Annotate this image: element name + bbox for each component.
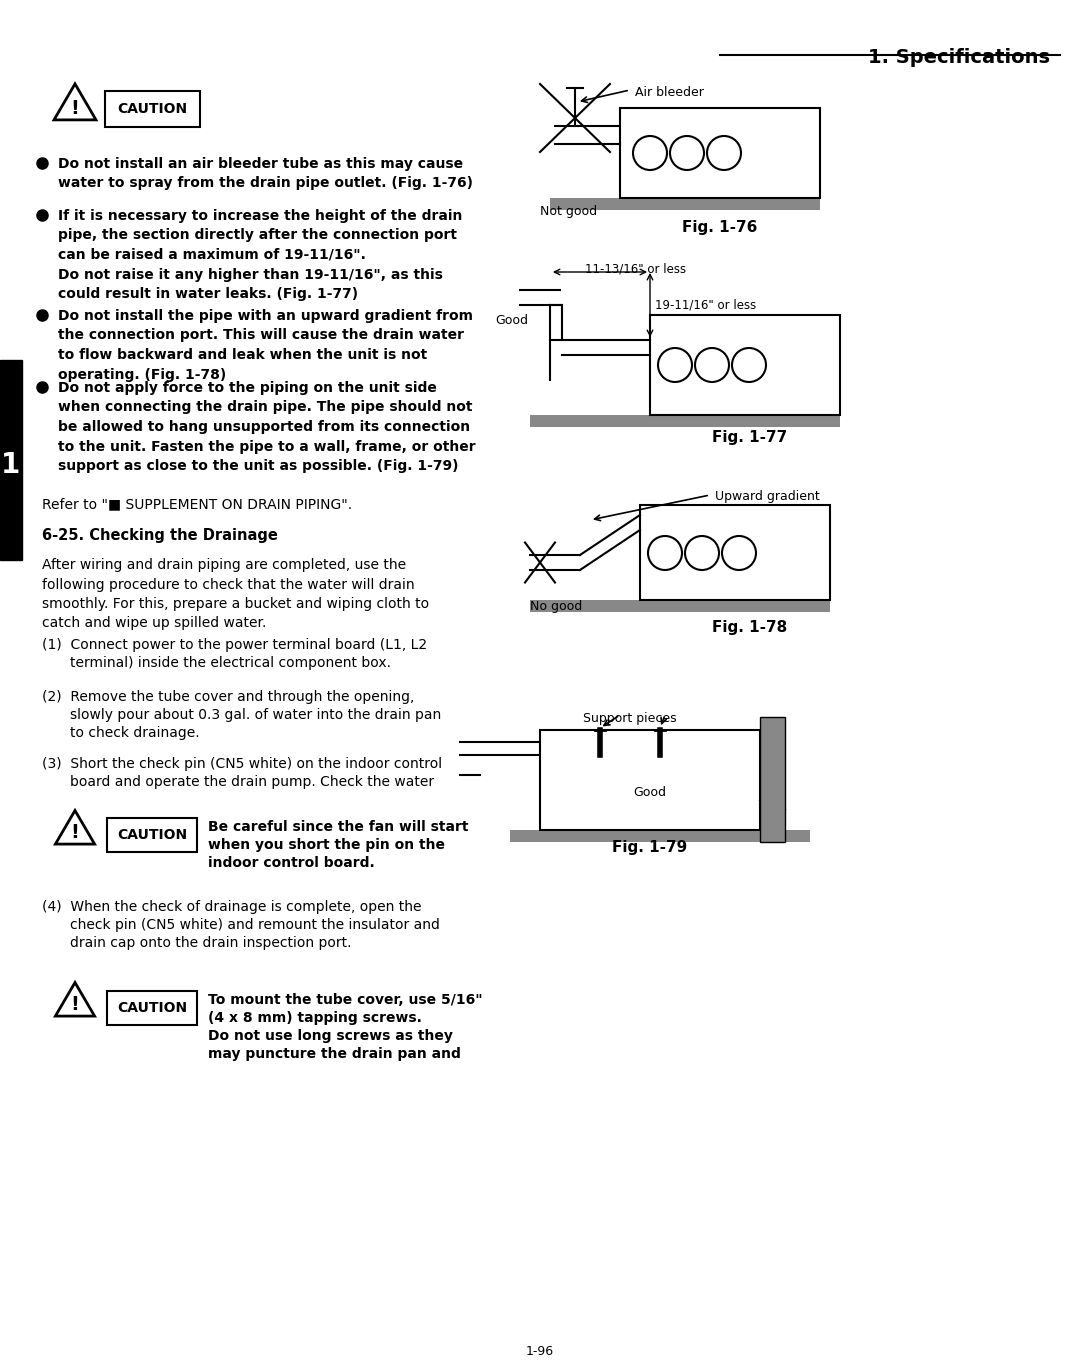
Bar [530, 414, 840, 427]
Bar [510, 830, 810, 842]
Text: Refer to "■ SUPPLEMENT ON DRAIN PIPING".: Refer to "■ SUPPLEMENT ON DRAIN PIPING". [42, 497, 352, 511]
Text: when you short the pin on the: when you short the pin on the [208, 838, 445, 852]
Text: 11-13/16" or less: 11-13/16" or less [585, 263, 686, 275]
Text: !: ! [70, 823, 80, 842]
Text: (3)  Short the check pin (CN5 white) on the indoor control: (3) Short the check pin (CN5 white) on t… [42, 756, 442, 771]
Text: Fig. 1-76: Fig. 1-76 [683, 219, 758, 234]
Text: CAUTION: CAUTION [118, 102, 188, 116]
Text: Do not use long screws as they: Do not use long screws as they [208, 1029, 453, 1043]
Text: (4 x 8 mm) tapping screws.: (4 x 8 mm) tapping screws. [208, 1011, 422, 1025]
Text: terminal) inside the electrical component box.: terminal) inside the electrical componen… [70, 656, 391, 671]
Text: to check drainage.: to check drainage. [70, 726, 200, 740]
Bar [530, 600, 831, 612]
Bar [620, 108, 820, 198]
Text: slowly pour about 0.3 gal. of water into the drain pan: slowly pour about 0.3 gal. of water into… [70, 707, 442, 722]
Text: To mount the tube cover, use 5/16": To mount the tube cover, use 5/16" [208, 994, 483, 1007]
Bar [550, 198, 820, 210]
Text: may puncture the drain pan and: may puncture the drain pan and [208, 1047, 461, 1060]
Text: 1: 1 [1, 451, 21, 478]
Text: Good: Good [634, 785, 666, 799]
Bar [760, 717, 785, 842]
Bar [640, 506, 831, 600]
Text: Do not apply force to the piping on the unit side
when connecting the drain pipe: Do not apply force to the piping on the … [58, 382, 475, 473]
Bar [650, 315, 840, 414]
Text: (4)  When the check of drainage is complete, open the: (4) When the check of drainage is comple… [42, 900, 421, 915]
Bar [540, 731, 760, 830]
Text: Fig. 1-77: Fig. 1-77 [713, 429, 787, 444]
Text: Upward gradient: Upward gradient [715, 491, 820, 503]
Text: Good: Good [495, 313, 528, 327]
Text: CAUTION: CAUTION [117, 827, 187, 842]
Text: (2)  Remove the tube cover and through the opening,: (2) Remove the tube cover and through th… [42, 690, 415, 705]
Bar [107, 818, 197, 852]
Bar [105, 91, 200, 127]
Text: 19-11/16" or less: 19-11/16" or less [654, 298, 756, 311]
Text: Do not install an air bleeder tube as this may cause
water to spray from the dra: Do not install an air bleeder tube as th… [58, 157, 473, 191]
Text: Air bleeder: Air bleeder [635, 86, 704, 99]
Text: 1. Specifications: 1. Specifications [868, 48, 1050, 67]
Text: If it is necessary to increase the height of the drain
pipe, the section directl: If it is necessary to increase the heigh… [58, 209, 462, 301]
Text: drain cap onto the drain inspection port.: drain cap onto the drain inspection port… [70, 936, 351, 950]
Text: 1-96: 1-96 [526, 1345, 554, 1358]
Text: board and operate the drain pump. Check the water: board and operate the drain pump. Check … [70, 776, 434, 789]
Text: Be careful since the fan will start: Be careful since the fan will start [208, 821, 469, 834]
Text: Fig. 1-79: Fig. 1-79 [612, 840, 688, 855]
Text: After wiring and drain piping are completed, use the
following procedure to chec: After wiring and drain piping are comple… [42, 557, 429, 631]
Text: CAUTION: CAUTION [117, 1000, 187, 1015]
Text: 6-25. Checking the Drainage: 6-25. Checking the Drainage [42, 527, 278, 542]
Text: (1)  Connect power to the power terminal board (L1, L2: (1) Connect power to the power terminal … [42, 638, 427, 652]
Text: No good: No good [530, 600, 582, 613]
Text: !: ! [70, 995, 80, 1014]
Text: !: ! [70, 98, 80, 117]
Text: check pin (CN5 white) and remount the insulator and: check pin (CN5 white) and remount the in… [70, 919, 440, 932]
Bar [107, 991, 197, 1025]
Bar [0, 360, 22, 560]
Text: Do not install the pipe with an upward gradient from
the connection port. This w: Do not install the pipe with an upward g… [58, 309, 473, 382]
Text: indoor control board.: indoor control board. [208, 856, 375, 870]
Text: Not good: Not good [540, 204, 597, 218]
Text: Fig. 1-78: Fig. 1-78 [713, 620, 787, 635]
Text: Support pieces: Support pieces [583, 711, 677, 725]
